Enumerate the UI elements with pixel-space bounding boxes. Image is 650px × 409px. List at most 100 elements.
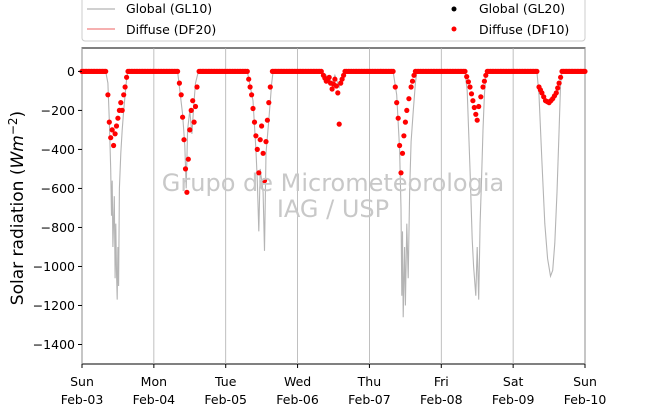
series-point xyxy=(481,78,487,84)
series-point xyxy=(474,117,480,123)
series-point xyxy=(180,114,186,120)
series-point xyxy=(336,121,342,127)
series-point xyxy=(108,135,114,141)
series-point xyxy=(191,119,197,125)
legend-label-df20: Diffuse (DF20) xyxy=(126,22,216,37)
legend-label-gl20: Global (GL20) xyxy=(479,1,565,16)
series-point xyxy=(539,90,545,96)
x-tick-label-day: Sat xyxy=(503,374,524,389)
series-point xyxy=(263,139,269,145)
series-point xyxy=(483,72,489,78)
series-point xyxy=(256,170,262,176)
series-point xyxy=(257,137,263,143)
series-point xyxy=(332,76,338,82)
series-point xyxy=(254,146,260,152)
x-tick-label-date: Feb-10 xyxy=(564,392,607,407)
series-point xyxy=(261,178,268,184)
series-point xyxy=(402,119,408,125)
series-point xyxy=(464,74,470,80)
legend-marker-gl20 xyxy=(451,6,457,12)
series-point xyxy=(122,84,128,90)
legend: Global (GL10) Diffuse (DF20) Global (GL2… xyxy=(81,0,586,42)
x-tick-label-date: Feb-04 xyxy=(133,392,176,407)
series-point xyxy=(246,76,252,82)
series-point xyxy=(194,84,200,90)
series-point xyxy=(244,68,250,74)
series-point xyxy=(264,117,270,123)
series-point xyxy=(115,115,121,121)
y-axis-label: Solar radiation (Wm−2) xyxy=(6,111,28,305)
series-point xyxy=(582,68,588,75)
series-point xyxy=(556,80,562,86)
series-point xyxy=(404,107,410,113)
legend-box xyxy=(81,0,586,42)
series-point xyxy=(470,98,476,104)
series-point xyxy=(112,131,118,137)
series-point xyxy=(395,115,401,121)
x-tick-label-day: Tue xyxy=(214,374,237,389)
series-point xyxy=(326,74,332,80)
y-tick-label: −1200 xyxy=(33,298,75,313)
grid-lines xyxy=(81,48,586,364)
series-point xyxy=(465,79,471,85)
series-point xyxy=(250,105,256,112)
series-point xyxy=(406,96,412,102)
y-tick-label: −1000 xyxy=(33,259,75,274)
series-point xyxy=(333,83,339,89)
series-point xyxy=(397,142,403,149)
series-point xyxy=(181,137,187,143)
series-point xyxy=(534,68,540,74)
series-point xyxy=(187,127,193,133)
x-tick-label-date: Feb-06 xyxy=(276,392,319,407)
x-axis-ticks: Sun Feb-03 Mon Feb-04 Tue Feb-05 Wed Feb-06 Thu F… xyxy=(61,364,607,407)
series-point xyxy=(253,133,259,139)
series-point xyxy=(555,85,561,91)
y-tick-label: 0 xyxy=(67,64,75,79)
series-point xyxy=(111,142,117,149)
series-point xyxy=(341,72,347,78)
series-point xyxy=(178,92,184,98)
series-point xyxy=(103,68,109,74)
series-point xyxy=(399,150,406,156)
series-point xyxy=(259,123,265,129)
series-point xyxy=(267,84,273,90)
series-point xyxy=(558,74,564,80)
x-tick-label-day: Fri xyxy=(434,374,449,389)
series-point xyxy=(118,100,124,106)
series-point xyxy=(401,133,407,139)
series-point xyxy=(476,103,482,110)
x-tick-label-date: Feb-05 xyxy=(204,392,247,407)
series-point xyxy=(121,92,127,98)
series-point xyxy=(105,92,111,98)
series-point xyxy=(467,84,473,90)
series-point xyxy=(175,68,181,74)
legend-label-gl10: Global (GL10) xyxy=(126,1,212,16)
series-point xyxy=(553,90,559,96)
x-tick-label-date: Feb-08 xyxy=(420,392,463,407)
series-point xyxy=(109,127,115,133)
x-tick-label-date: Feb-03 xyxy=(61,392,104,407)
x-tick-label-day: Wed xyxy=(284,374,311,389)
series-point xyxy=(119,107,125,113)
series-point xyxy=(339,76,345,82)
x-tick-label-day: Mon xyxy=(141,374,167,389)
x-tick-label-day: Thu xyxy=(357,374,381,389)
y-tick-label: −1400 xyxy=(33,337,75,352)
series-point xyxy=(106,119,112,125)
series-point xyxy=(462,68,468,74)
series-point xyxy=(411,72,417,78)
series-point xyxy=(329,86,335,92)
series-point xyxy=(473,111,479,117)
series-point xyxy=(113,123,120,129)
series-point xyxy=(390,68,396,74)
series-point xyxy=(266,100,272,106)
series-point xyxy=(471,104,477,111)
legend-label-df10: Diffuse (DF10) xyxy=(479,22,569,37)
y-tick-label: −400 xyxy=(41,142,75,157)
plot-area xyxy=(81,47,586,365)
legend-marker-df10 xyxy=(451,26,457,32)
series-point xyxy=(182,166,189,172)
watermark-line-1: Grupo de Micrometeorologia xyxy=(162,169,504,197)
series-point xyxy=(398,170,404,176)
